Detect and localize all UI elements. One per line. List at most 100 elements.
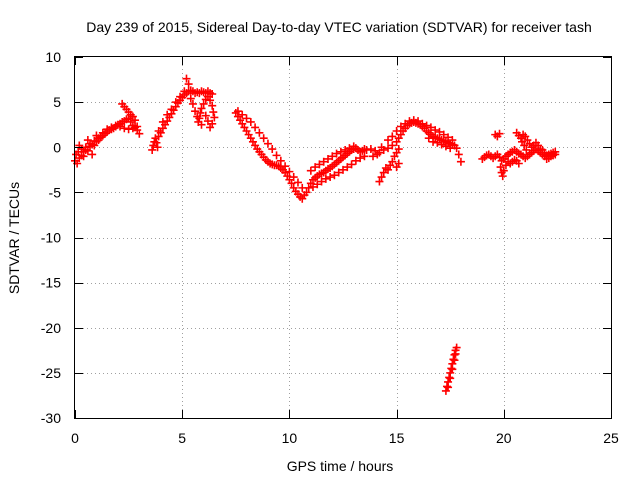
data-point xyxy=(311,163,320,172)
data-point xyxy=(454,150,463,159)
chart-title: Day 239 of 2015, Sidereal Day-to-day VTE… xyxy=(86,19,592,35)
y-tick-label: -25 xyxy=(41,365,61,381)
data-point xyxy=(343,163,352,172)
data-point xyxy=(426,123,435,132)
data-point xyxy=(514,159,523,168)
y-tick-label: -20 xyxy=(41,320,61,336)
data-point xyxy=(302,188,311,197)
data-point xyxy=(281,162,290,171)
data-point xyxy=(209,108,218,117)
data-point xyxy=(450,356,459,365)
data-point xyxy=(272,151,281,160)
data-point xyxy=(373,150,382,159)
data-point xyxy=(81,143,90,152)
data-point xyxy=(210,113,219,122)
data-point xyxy=(495,129,504,138)
y-tick-label: -10 xyxy=(41,230,61,246)
data-point xyxy=(456,157,465,166)
x-tick-label: 25 xyxy=(603,430,619,446)
y-tick-label: 5 xyxy=(53,94,61,110)
data-point xyxy=(394,145,403,154)
data-point xyxy=(195,114,204,123)
data-point xyxy=(388,141,397,150)
series-arc-5 xyxy=(441,343,461,395)
data-point xyxy=(336,147,345,156)
data-point xyxy=(154,127,163,136)
grid-lines xyxy=(75,57,611,418)
data-point xyxy=(197,120,206,129)
data-point xyxy=(449,355,458,364)
series-arc-1 xyxy=(71,99,144,168)
data-point xyxy=(360,152,369,161)
data-point xyxy=(375,177,384,186)
x-tick-label: 15 xyxy=(389,430,405,446)
data-point xyxy=(259,134,268,143)
data-point xyxy=(116,122,125,131)
data-point xyxy=(238,110,247,119)
y-tick-label: -5 xyxy=(49,184,62,200)
data-point xyxy=(88,150,97,159)
data-point xyxy=(433,138,442,147)
data-point xyxy=(120,124,129,133)
data-point xyxy=(92,131,101,140)
data-point xyxy=(197,104,206,113)
data-point xyxy=(444,133,453,142)
data-point xyxy=(446,374,455,383)
data-point xyxy=(163,110,172,119)
x-tick-label: 5 xyxy=(178,430,186,446)
data-point xyxy=(326,173,335,182)
data-point xyxy=(444,383,453,392)
data-point xyxy=(366,145,375,154)
data-point xyxy=(171,98,180,107)
data-point xyxy=(135,129,144,138)
plot-frame xyxy=(74,56,612,419)
data-point xyxy=(431,126,440,135)
x-axis-label: GPS time / hours xyxy=(287,458,394,474)
data-point xyxy=(418,119,427,128)
data-point xyxy=(208,101,217,110)
data-point xyxy=(394,159,403,168)
series-arc-4 xyxy=(362,116,465,172)
data-point xyxy=(522,145,531,154)
data-point xyxy=(435,127,444,136)
x-tick-label: 20 xyxy=(496,430,512,446)
data-point xyxy=(206,123,215,132)
data-point xyxy=(306,166,315,175)
data-point xyxy=(384,144,393,153)
data-point xyxy=(441,142,450,151)
data-point xyxy=(90,136,99,145)
data-point xyxy=(334,168,343,177)
data-point xyxy=(369,152,378,161)
data-series xyxy=(71,74,560,395)
data-point xyxy=(199,99,208,108)
data-point xyxy=(362,145,371,154)
data-point xyxy=(448,136,457,145)
data-point xyxy=(285,167,294,176)
data-point xyxy=(356,154,365,163)
data-point xyxy=(287,179,296,188)
data-point xyxy=(83,136,92,145)
data-point xyxy=(268,145,277,154)
data-point xyxy=(446,144,455,153)
data-point xyxy=(153,143,162,152)
data-point xyxy=(128,124,137,133)
data-point xyxy=(332,149,341,158)
data-point xyxy=(131,116,140,125)
data-point xyxy=(424,134,433,143)
data-point xyxy=(429,137,438,146)
data-point xyxy=(103,125,112,134)
data-point xyxy=(388,132,397,141)
data-point xyxy=(313,180,322,189)
data-point xyxy=(276,156,285,165)
data-point xyxy=(437,140,446,149)
data-point xyxy=(442,382,451,391)
data-point xyxy=(289,173,298,182)
data-point xyxy=(396,122,405,131)
data-point xyxy=(233,107,242,116)
data-point xyxy=(323,154,332,163)
data-point xyxy=(452,343,461,352)
data-point xyxy=(349,142,358,151)
data-point xyxy=(330,171,339,180)
data-point xyxy=(339,165,347,174)
